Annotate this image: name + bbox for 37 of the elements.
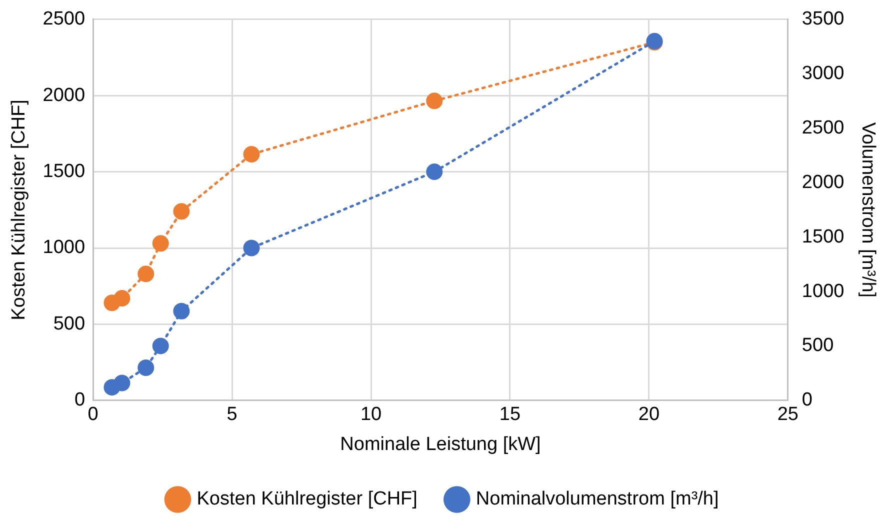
y-tick-label: 2500 [42,8,86,30]
point [173,203,190,220]
x-tick-label: 0 [88,404,98,426]
point [152,235,169,252]
y2-tick-label: 3500 [802,8,844,30]
y-tick-label: 0 [74,390,86,411]
legend-label: Kosten Kühlregister [CHF] [196,488,418,510]
legend-label: Nominalvolumenstrom [m³/h] [476,488,719,510]
point [426,164,443,180]
point [114,374,130,392]
y2-tick-label: 2000 [802,172,844,193]
y2-tick-label: 1000 [802,280,844,302]
point [114,290,130,307]
x-tick-label: 10 [360,404,382,426]
x-tick-label: 20 [638,404,660,426]
y2-tick-label: 3000 [802,63,844,84]
point [152,338,169,354]
point [138,266,154,282]
point [243,146,260,163]
y2-tick-label: 1500 [802,226,844,248]
y2-tick-label: 500 [802,335,834,356]
y-tick-label: 1000 [42,237,86,258]
y2-tick-label: 0 [802,390,813,411]
point [243,240,260,256]
point [138,359,154,376]
x-tick-label: 5 [226,404,238,426]
y2-tick-label: 2500 [802,117,844,138]
y-tick-label: 2000 [42,84,86,106]
y-tick-label: 500 [53,313,86,334]
y2-axis-title: Volumenstrom [m³/h] [857,122,878,298]
y-axis-title: Kosten Kühlregister [CHF] [8,100,30,320]
x-tick-label: 15 [499,404,521,426]
y-tick-label: 1500 [42,161,86,182]
x-axis-title: Nominale Leistung [kW] [340,434,541,455]
x-tick-label: 25 [777,404,799,426]
point [173,302,190,320]
point [426,92,443,110]
